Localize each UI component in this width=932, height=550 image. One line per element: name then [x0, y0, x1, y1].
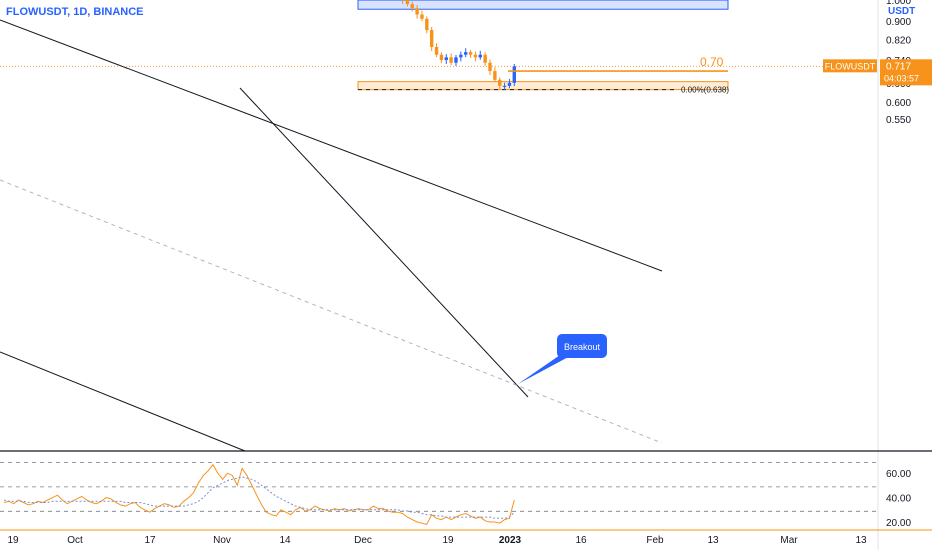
- symbol-tag-label: FLOWUSDT: [825, 61, 876, 71]
- candle-body: [459, 54, 463, 58]
- x-tick-label: 19: [7, 535, 19, 546]
- candle-body: [454, 57, 458, 63]
- candle: [488, 59, 492, 76]
- candle: [507, 78, 512, 89]
- downtrend-line: [239, 87, 529, 398]
- candle: [444, 54, 448, 65]
- rsi-ma-line: [3, 476, 515, 519]
- y-tick-label: 0.900: [886, 17, 911, 28]
- candle: [483, 52, 487, 66]
- x-tick-label: 13: [707, 535, 719, 546]
- rsi-tick-label: 40.00: [886, 494, 911, 505]
- x-tick-label: Nov: [213, 535, 231, 546]
- candle-body: [444, 57, 448, 61]
- y-tick-label: 1.000: [886, 0, 911, 7]
- candle: [429, 26, 434, 52]
- candle: [439, 52, 444, 64]
- x-tick-label: 13: [855, 535, 867, 546]
- price-tag: [880, 59, 932, 86]
- candle: [405, 0, 410, 7]
- x-tick-label: 19: [442, 535, 454, 546]
- candle-body: [425, 18, 429, 31]
- y-tick-label: 0.820: [886, 36, 911, 47]
- x-tick-label: Mar: [780, 535, 798, 546]
- candle: [473, 51, 478, 62]
- candle-body: [434, 47, 439, 55]
- candle: [415, 5, 419, 19]
- level-label: 0.70: [700, 55, 724, 69]
- candle-body: [507, 82, 512, 86]
- symbol-header: FLOWUSDT, 1D, BINANCE: [6, 6, 144, 18]
- descending-channel-lower: [0, 351, 246, 452]
- channel-midline: [0, 179, 663, 444]
- descending-channel-upper: [0, 19, 663, 272]
- breakout-label: Breakout: [564, 342, 601, 352]
- symbol-tag: [823, 59, 877, 73]
- zone-resistance: [357, 0, 729, 10]
- candle-body: [468, 52, 473, 55]
- candle: [449, 53, 453, 66]
- candle-body: [483, 54, 487, 63]
- candle-body: [488, 62, 492, 72]
- candle-body: [502, 85, 507, 87]
- candle: [478, 50, 482, 60]
- price-tag-countdown: 04:03:57: [884, 73, 919, 83]
- candle-body: [410, 4, 414, 9]
- candle-body: [439, 54, 444, 61]
- zone-support: [357, 81, 729, 91]
- candle: [400, 0, 405, 5]
- candle: [410, 1, 414, 12]
- candle-body: [429, 30, 434, 48]
- x-tick-label: 14: [279, 535, 291, 546]
- candle: [493, 67, 497, 83]
- candle-body: [478, 54, 482, 58]
- candle: [464, 48, 468, 58]
- candle-body: [512, 66, 516, 83]
- candle: [498, 77, 502, 90]
- price-tag-value: 0.717: [886, 61, 911, 72]
- candle-body: [449, 57, 453, 63]
- candle: [420, 10, 424, 22]
- candle: [434, 43, 439, 58]
- candle-body: [405, 0, 410, 5]
- breakout-callout: [557, 334, 607, 358]
- x-tick-label: 16: [575, 535, 587, 546]
- fib-label: 0.00%(0.638): [681, 86, 729, 95]
- callout-pointer: [518, 355, 572, 384]
- rsi-tick-label: 60.00: [886, 469, 911, 480]
- x-tick-label: Dec: [354, 535, 372, 546]
- candle-body: [464, 52, 468, 55]
- candle-body: [493, 71, 497, 80]
- candle: [459, 51, 463, 62]
- candle: [512, 63, 516, 87]
- x-tick-label: 17: [144, 535, 156, 546]
- x-tick-label: Oct: [67, 535, 83, 546]
- candle-body: [498, 79, 502, 86]
- y-tick-label: 0.550: [886, 115, 911, 126]
- candle-body: [473, 54, 478, 58]
- candle-body: [420, 14, 424, 19]
- candle-body: [415, 8, 419, 15]
- y-tick-label: 0.600: [886, 98, 911, 109]
- candle: [425, 16, 429, 34]
- rsi-tick-label: 20.00: [886, 518, 911, 529]
- candle: [502, 82, 507, 90]
- x-tick-label: Feb: [646, 535, 664, 546]
- candle: [468, 49, 473, 58]
- x-tick-label: 2023: [499, 535, 522, 546]
- currency-label: USDT: [888, 6, 916, 17]
- candle: [454, 54, 458, 66]
